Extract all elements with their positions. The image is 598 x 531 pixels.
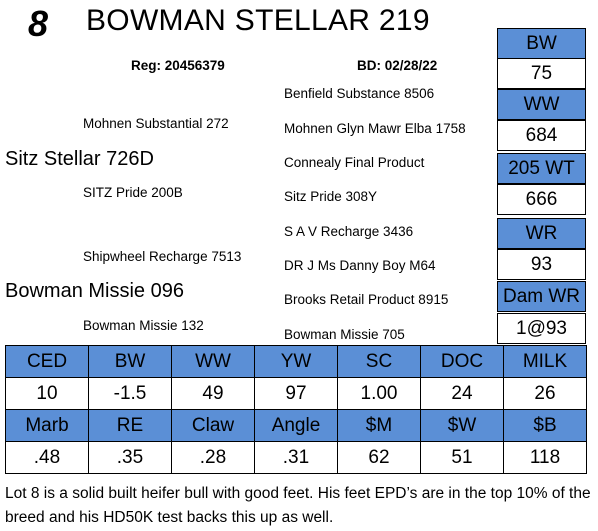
dam-dam: Bowman Missie 132 bbox=[83, 318, 204, 333]
gg-sire-3: S A V Recharge 3436 bbox=[284, 224, 414, 239]
epd-header-row: CED BW WW YW SC DOC MILK bbox=[5, 345, 587, 378]
gg-dam-1: Mohnen Glyn Mawr Elba 1758 bbox=[284, 121, 466, 136]
epd-value-b-index: 118 bbox=[503, 441, 587, 474]
adj-205-wt-value: 666 bbox=[497, 184, 586, 215]
epd-header-ced: CED bbox=[5, 345, 89, 378]
epd-header-m-index: $M bbox=[337, 409, 421, 442]
gg-sire-4: Brooks Retail Product 8915 bbox=[284, 292, 449, 307]
gg-sire-2: Connealy Final Product bbox=[284, 155, 425, 170]
ww-label: WW bbox=[497, 89, 586, 120]
gg-dam-2: Sitz Pride 308Y bbox=[284, 189, 378, 204]
epd-header-w-index: $W bbox=[420, 409, 504, 442]
birth-date: BD: 02/28/22 bbox=[357, 58, 438, 73]
lot-number: 8 bbox=[28, 3, 49, 44]
sire: Sitz Stellar 726D bbox=[5, 148, 154, 170]
epd-header-milk: MILK bbox=[503, 345, 587, 378]
sire-dam: SITZ Pride 200B bbox=[83, 185, 183, 200]
epd-header-marb: Marb bbox=[5, 409, 89, 442]
epd-value-angle: .31 bbox=[254, 441, 338, 474]
dam-sire: Shipwheel Recharge 7513 bbox=[83, 249, 242, 264]
gg-dam-3: DR J Ms Danny Boy M64 bbox=[284, 258, 436, 273]
epd-value-doc: 24 bbox=[420, 377, 504, 410]
sire-sire: Mohnen Substantial 272 bbox=[83, 116, 229, 131]
epd-value-m-index: 62 bbox=[337, 441, 421, 474]
lot-comments: Lot 8 is a solid built heifer bull with … bbox=[5, 485, 591, 526]
dam: Bowman Missie 096 bbox=[5, 280, 184, 302]
bw-label: BW bbox=[497, 28, 586, 59]
adj-205-wt-label: 205 WT bbox=[497, 153, 586, 184]
epd-value-row: .48 .35 .28 .31 62 51 118 bbox=[5, 441, 587, 474]
animal-name: BOWMAN STELLAR 219 bbox=[86, 4, 430, 37]
epd-value-milk: 26 bbox=[503, 377, 587, 410]
epd-value-yw: 97 bbox=[254, 377, 338, 410]
gg-dam-4: Bowman Missie 705 bbox=[284, 327, 405, 342]
epd-value-claw: .28 bbox=[171, 441, 255, 474]
epd-header-row: Marb RE Claw Angle $M $W $B bbox=[5, 409, 587, 442]
gg-sire-1: Benfield Substance 8506 bbox=[284, 86, 435, 101]
bw-value: 75 bbox=[497, 58, 586, 89]
epd-value-row: 10 -1.5 49 97 1.00 24 26 bbox=[5, 377, 587, 410]
wr-value: 93 bbox=[497, 249, 586, 280]
epd-header-bw: BW bbox=[88, 345, 172, 378]
epd-value-ced: 10 bbox=[5, 377, 89, 410]
epd-header-sc: SC bbox=[337, 345, 421, 378]
epd-value-ww: 49 bbox=[171, 377, 255, 410]
epd-value-w-index: 51 bbox=[420, 441, 504, 474]
epd-header-angle: Angle bbox=[254, 409, 338, 442]
registration-number: Reg: 20456379 bbox=[131, 58, 225, 73]
epd-value-sc: 1.00 bbox=[337, 377, 421, 410]
epd-header-yw: YW bbox=[254, 345, 338, 378]
epd-table: CED BW WW YW SC DOC MILK 10 -1.5 49 97 1… bbox=[5, 345, 587, 474]
epd-header-re: RE bbox=[88, 409, 172, 442]
epd-header-doc: DOC bbox=[420, 345, 504, 378]
epd-value-bw: -1.5 bbox=[88, 377, 172, 410]
epd-value-marb: .48 bbox=[5, 441, 89, 474]
dam-wr-label: Dam WR bbox=[497, 281, 586, 312]
epd-value-re: .35 bbox=[88, 441, 172, 474]
epd-header-ww: WW bbox=[171, 345, 255, 378]
epd-header-b-index: $B bbox=[503, 409, 587, 442]
wr-label: WR bbox=[497, 218, 586, 249]
ww-value: 684 bbox=[497, 120, 586, 151]
epd-header-claw: Claw bbox=[171, 409, 255, 442]
dam-wr-value: 1@93 bbox=[497, 313, 586, 344]
